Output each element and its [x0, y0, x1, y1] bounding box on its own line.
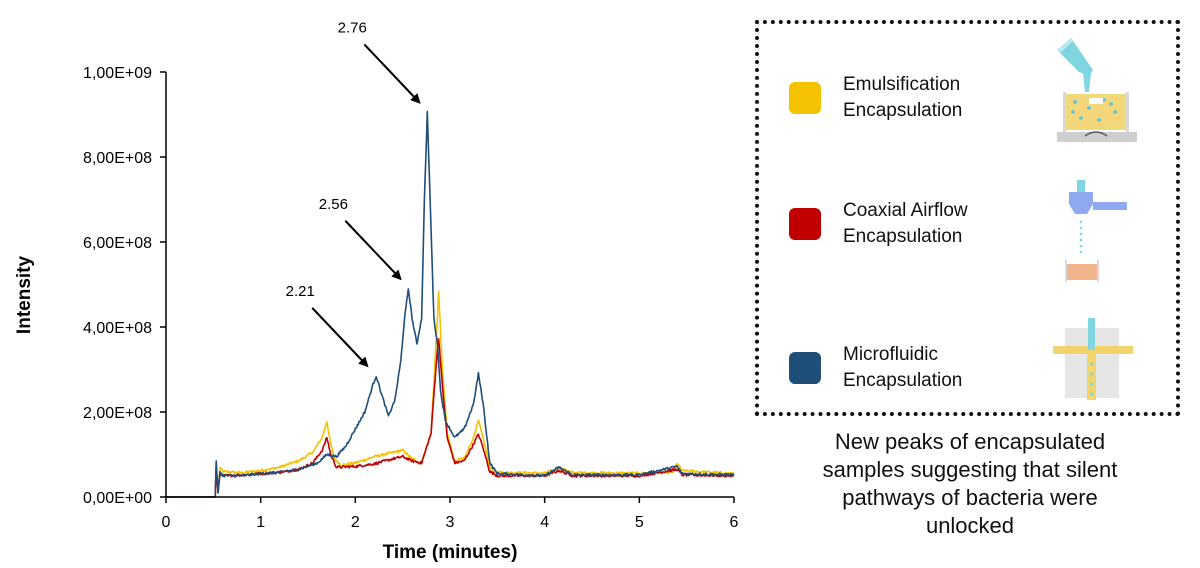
annotation-label: 2.56 [319, 196, 348, 213]
annotation-label: 2.76 [338, 19, 367, 36]
coaxial-airflow-icon [1065, 180, 1127, 282]
legend-label-line: Encapsulation [843, 370, 963, 391]
legend-label-coaxial-airflow: Coaxial Airflow Encapsulation [843, 198, 968, 250]
y-tick-label: 4,00E+08 [83, 320, 152, 337]
legend-label-line: Coaxial Airflow [843, 200, 968, 221]
legend-label-line: Encapsulation [843, 226, 963, 247]
legend-label-line: Emulsification [843, 74, 961, 95]
x-tick-label: 6 [730, 514, 739, 531]
series-layer [166, 110, 735, 498]
x-axis-title: Time (minutes) [383, 542, 518, 563]
legend-label-emulsification: Emulsification Encapsulation [843, 72, 962, 124]
y-tick-label: 1,00E+09 [83, 65, 152, 82]
legend-swatch-microfluidic [789, 352, 821, 384]
caption-text: New peaks of encapsulated samples sugges… [760, 428, 1180, 540]
ticks-layer: 0,00E+00 2,00E+08 4,00E+08 6,00E+08 8,00E+08… [83, 65, 739, 531]
y-tick-label: 6,00E+08 [83, 235, 152, 252]
legend-label-line: Microfluidic [843, 344, 939, 365]
chromatogram-chart: 0,00E+00 2,00E+08 4,00E+08 6,00E+08 8,00E+08… [14, 19, 739, 563]
annotations-layer: 2.76 2.56 2.21 [286, 19, 421, 368]
legend-swatch-coaxial-airflow [789, 208, 821, 240]
x-tick-label: 2 [351, 514, 360, 531]
series-line-microfluidic-encapsulation [166, 110, 735, 498]
legend-label-microfluidic: Microfluidic Encapsulation [843, 342, 962, 394]
y-tick-label: 8,00E+08 [83, 150, 152, 167]
emulsification-icon [1057, 38, 1137, 142]
caption-line: unlocked [925, 513, 1015, 538]
x-tick-label: 5 [635, 514, 644, 531]
y-tick-label: 2,00E+08 [83, 405, 152, 422]
microfluidic-icon [1053, 318, 1133, 400]
annotation-label: 2.21 [286, 283, 315, 300]
x-tick-label: 0 [162, 514, 171, 531]
caption-line: samples suggesting that silent [822, 457, 1118, 482]
caption-line: pathways of bacteria were [842, 485, 1098, 510]
legend-label-line: Encapsulation [843, 100, 963, 121]
series-line-emulsification-encapsulation [166, 290, 735, 498]
legend-panel: Emulsification Encapsulation Coaxial Air… [755, 20, 1180, 416]
caption-line: New peaks of encapsulated [834, 429, 1106, 454]
annotation-arrow [363, 43, 421, 104]
x-tick-label: 1 [256, 514, 265, 531]
y-tick-label: 0,00E+00 [83, 490, 152, 507]
x-tick-label: 4 [540, 514, 549, 531]
x-tick-label: 3 [446, 514, 455, 531]
y-axis-title: Intensity [14, 256, 35, 335]
annotation-arrow [311, 307, 369, 368]
annotation-arrow [344, 220, 402, 281]
legend-item-microfluidic: Microfluidic Encapsulation [789, 342, 962, 394]
legend-item-emulsification: Emulsification Encapsulation [789, 72, 962, 124]
legend-item-coaxial-airflow: Coaxial Airflow Encapsulation [789, 198, 968, 250]
legend-swatch-emulsification [789, 82, 821, 114]
